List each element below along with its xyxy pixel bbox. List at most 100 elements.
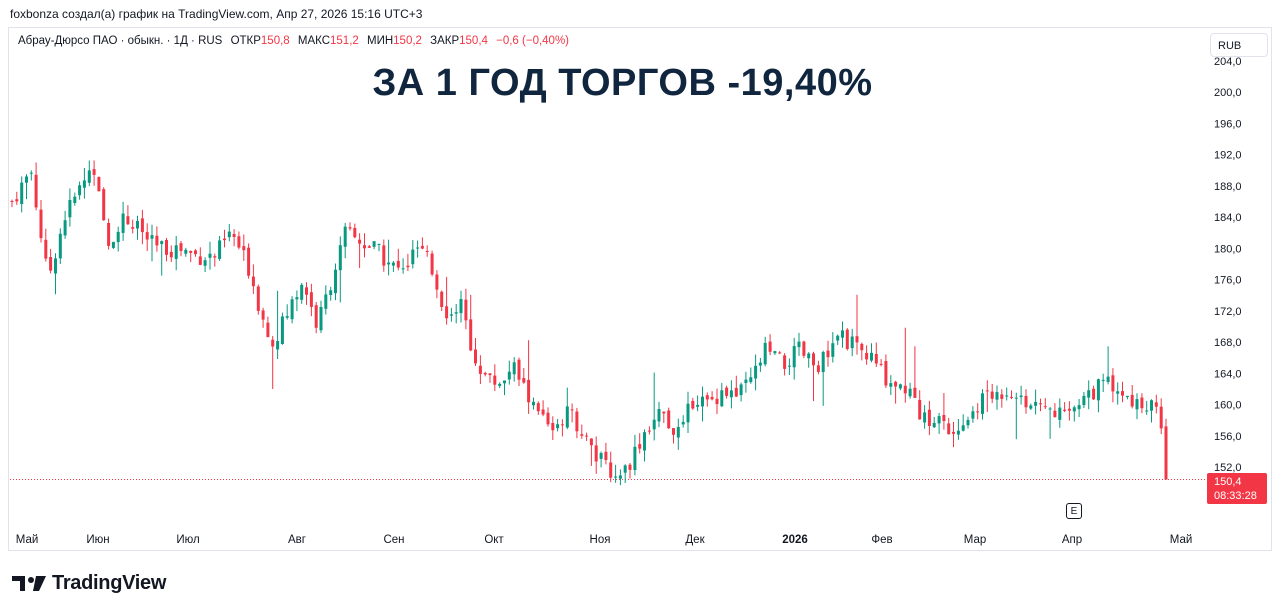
candle-up xyxy=(850,336,854,349)
candle-up xyxy=(174,245,178,259)
candle-down xyxy=(604,451,608,460)
low-label: МИН xyxy=(367,35,394,47)
candle-down xyxy=(551,423,555,431)
candle-down xyxy=(855,336,859,343)
candle-down xyxy=(488,373,492,376)
candle-up xyxy=(82,180,86,188)
candle-down xyxy=(155,235,159,246)
candle-up xyxy=(599,453,603,459)
x-tick-label: Май xyxy=(1170,534,1193,546)
chart-attribution: foxbonza создал(а) график на TradingView… xyxy=(10,7,423,21)
candle-down xyxy=(860,343,864,351)
candle-down xyxy=(49,257,53,271)
candle-up xyxy=(29,172,33,174)
candle-up xyxy=(763,342,767,365)
candle-down xyxy=(97,177,101,192)
x-tick-label: Апр xyxy=(1062,534,1082,546)
candle-down xyxy=(1164,426,1168,480)
candle-up xyxy=(116,231,120,243)
tradingview-logo[interactable]: TradingView xyxy=(12,572,166,595)
candle-down xyxy=(131,227,135,229)
candle-up xyxy=(1087,390,1091,398)
candle-down xyxy=(691,400,695,409)
candle-down xyxy=(420,245,424,249)
price-tag-value: 150,4 xyxy=(1214,476,1242,488)
y-tick-label: 180,0 xyxy=(1214,243,1242,255)
candle-up xyxy=(54,258,57,274)
candle-up xyxy=(841,330,844,338)
candle-down xyxy=(918,399,922,420)
candle-up xyxy=(961,425,965,431)
candle-down xyxy=(440,291,444,307)
candle-up xyxy=(1048,408,1052,410)
price-tag-countdown: 08:33:28 xyxy=(1214,490,1257,502)
candle-up xyxy=(1034,401,1038,406)
candle-up xyxy=(831,343,835,357)
candle-up xyxy=(995,392,999,400)
x-tick-label: Ноя xyxy=(590,534,611,546)
candle-down xyxy=(165,240,168,255)
candle-down xyxy=(1111,375,1115,392)
change-value: −0,6 (−0,40%) xyxy=(496,35,570,47)
candle-down xyxy=(1039,403,1042,405)
candle-down xyxy=(256,286,260,311)
candle-down xyxy=(430,253,434,275)
candle-up xyxy=(676,426,680,438)
candle-down xyxy=(358,239,362,244)
candles xyxy=(10,160,1168,486)
candle-up xyxy=(391,262,395,266)
candle-down xyxy=(213,256,217,258)
candle-up xyxy=(739,384,743,396)
candle-up xyxy=(449,314,453,316)
candle-up xyxy=(758,362,762,366)
candle-down xyxy=(169,251,173,258)
earnings-marker[interactable]: E xyxy=(1066,503,1082,519)
candle-down xyxy=(483,372,487,375)
x-tick-label: Фев xyxy=(871,534,892,546)
candle-up xyxy=(937,416,941,424)
candle-down xyxy=(662,411,666,414)
candle-up xyxy=(498,383,502,386)
candle-up xyxy=(285,316,289,318)
candle-up xyxy=(792,346,796,368)
candle-down xyxy=(768,341,772,352)
candle-up xyxy=(1072,407,1076,412)
candle-down xyxy=(232,234,236,237)
candle-up xyxy=(343,226,347,247)
candle-up xyxy=(686,403,690,423)
low-value: 150,2 xyxy=(393,35,422,47)
candle-up xyxy=(807,353,811,359)
candle-up xyxy=(618,475,622,479)
x-tick-label: Мар xyxy=(964,534,987,546)
y-tick-label: 160,0 xyxy=(1214,400,1242,412)
candle-up xyxy=(300,284,304,300)
high-label: МАКС xyxy=(297,35,331,47)
candle-down xyxy=(478,365,482,374)
candle-down xyxy=(314,305,318,328)
candle-down xyxy=(594,445,598,462)
y-tick-label: 204,0 xyxy=(1214,56,1242,68)
candle-down xyxy=(1121,391,1124,396)
candle-down xyxy=(247,247,251,276)
currency-button[interactable]: RUB xyxy=(1210,33,1268,57)
candle-up xyxy=(1096,379,1100,401)
candle-up xyxy=(556,424,560,429)
y-tick-label: 196,0 xyxy=(1214,118,1242,130)
candle-down xyxy=(705,395,709,400)
candle-up xyxy=(58,233,62,259)
candle-up xyxy=(773,351,777,354)
price-axis: 152,0 156,0 160,0 164,0 168,0 172,0 176,0 180,0… xyxy=(1214,56,1242,474)
candle-down xyxy=(435,274,439,290)
candle-down xyxy=(1067,408,1071,411)
candle-down xyxy=(179,243,183,251)
candle-down xyxy=(816,365,820,372)
candle-down xyxy=(367,246,371,248)
candle-down xyxy=(223,238,226,241)
candle-up xyxy=(923,412,927,423)
candle-down xyxy=(927,409,931,426)
candle-down xyxy=(894,381,898,387)
close-value: 150,4 xyxy=(459,35,488,47)
candle-down xyxy=(309,292,313,307)
instrument-label: Абрау-Дюрсо ПАО · обыкн. · 1Д · RUS xyxy=(18,35,223,47)
